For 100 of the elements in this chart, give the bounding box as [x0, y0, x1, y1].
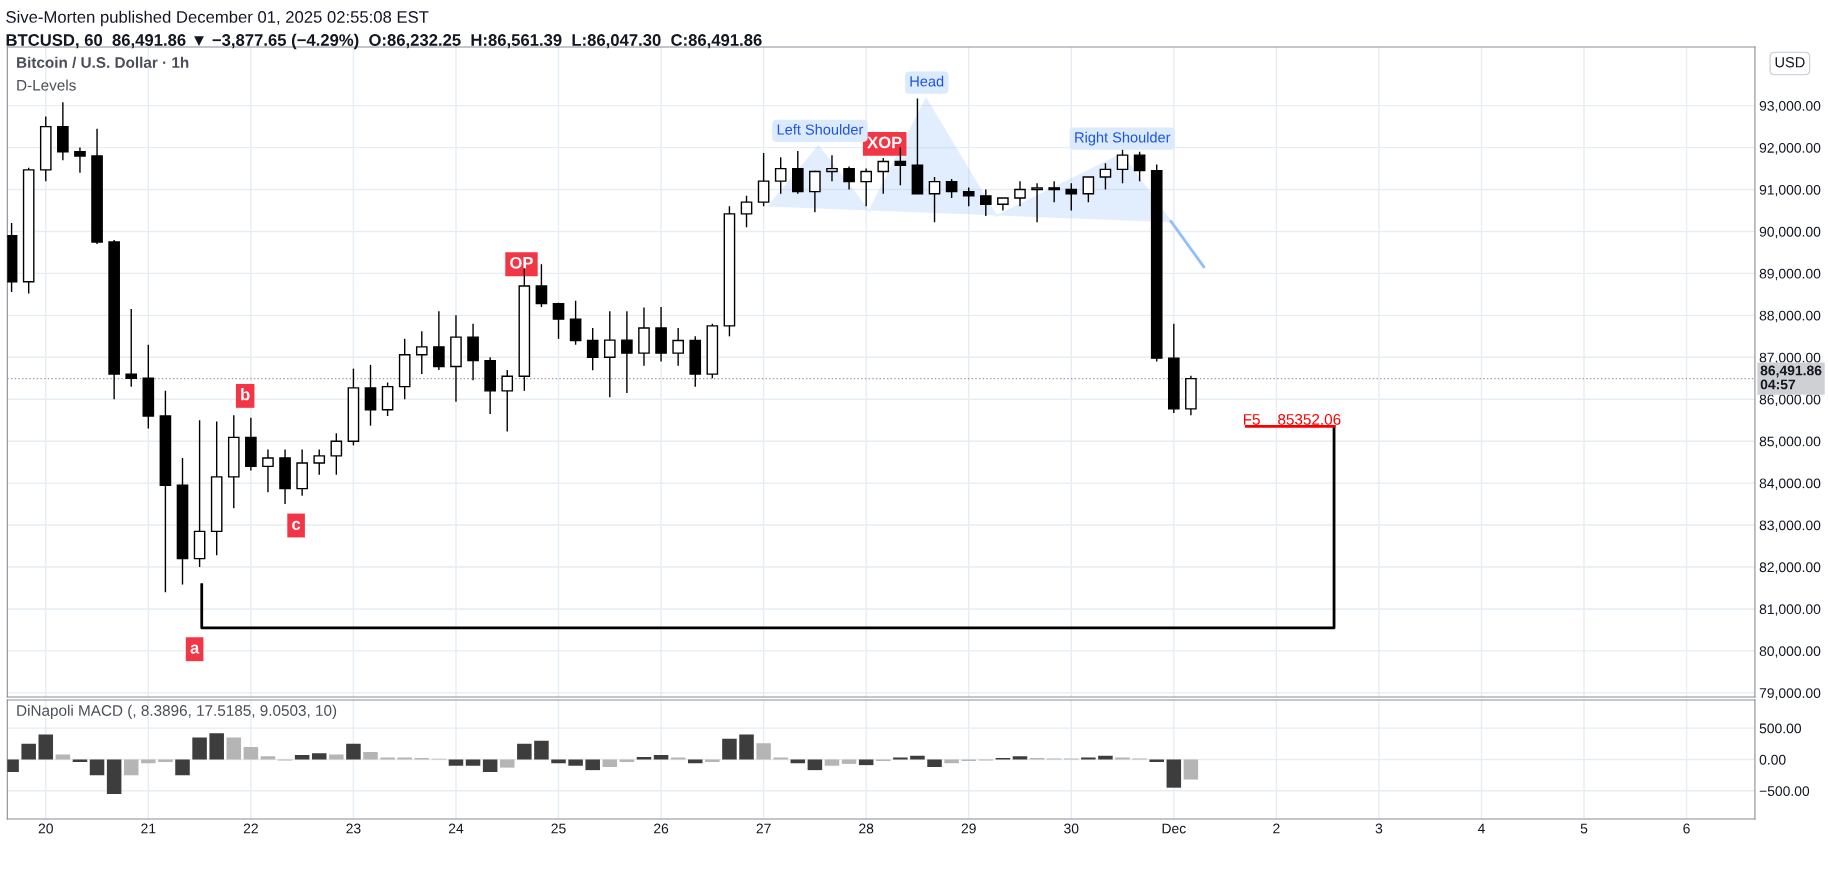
candlestick — [433, 310, 445, 371]
bar — [21, 743, 36, 760]
bar — [499, 759, 515, 768]
x-tick-label: 3 — [1375, 823, 1383, 834]
bar — [89, 759, 105, 776]
bar — [226, 737, 242, 760]
candlestick — [757, 152, 770, 208]
bar — [687, 759, 703, 764]
bar — [158, 759, 173, 762]
candlestick — [928, 176, 941, 223]
annotation: OP — [510, 256, 533, 269]
x-tick-label: 4 — [1477, 823, 1485, 834]
bar — [739, 734, 754, 760]
candlestick — [621, 310, 633, 394]
x-tick-label: 20 — [38, 823, 53, 834]
candlestick — [1014, 180, 1026, 208]
candlestick — [672, 327, 684, 367]
bar — [517, 743, 532, 760]
candlestick — [979, 188, 992, 217]
bar — [602, 759, 618, 767]
x-tick-label: 26 — [654, 823, 669, 834]
bar — [790, 759, 806, 764]
bar — [55, 754, 71, 760]
annotation: F5 — [1243, 414, 1260, 425]
y-tick-label: 81,000.00 — [1759, 604, 1821, 616]
x-tick-label: 22 — [243, 823, 258, 834]
x-tick-label: 6 — [1683, 823, 1690, 834]
annotation: a — [190, 644, 200, 654]
annotation: 85352.06 — [1278, 414, 1341, 425]
candlestick — [809, 169, 821, 213]
candlestick — [843, 165, 855, 191]
candlestick — [125, 308, 138, 388]
candlestick — [740, 195, 753, 228]
bar — [1012, 756, 1028, 760]
candlestick — [586, 327, 599, 372]
x-tick-label: 23 — [346, 823, 361, 834]
candlestick — [1048, 180, 1060, 203]
bar — [363, 751, 378, 760]
candlestick — [945, 178, 958, 199]
annotation: c — [292, 520, 301, 530]
annotation: XOP — [867, 136, 902, 149]
y-tick-label: 83,000.00 — [1759, 520, 1821, 532]
y-tick-label: 92,000.00 — [1759, 142, 1821, 155]
candlestick — [1116, 148, 1129, 184]
bar — [123, 759, 139, 776]
x-tick-label: 27 — [756, 823, 771, 834]
y-tick-label: 88,000.00 — [1759, 310, 1821, 323]
chart-title: DiNapoli MACD (, 8.3896, 17.5185, 9.0503, 10) — [17, 704, 337, 719]
y-tick-label: 0.00 — [1759, 754, 1786, 765]
bar — [448, 759, 464, 766]
bar — [209, 733, 224, 760]
candlestick — [1099, 162, 1112, 191]
chart-title: Sive-Morten published December 01, 2025 02:55:08 EST — [6, 10, 429, 27]
x-tick-label: 2 — [1273, 823, 1280, 834]
bar — [346, 743, 361, 760]
bar — [243, 746, 259, 760]
x-tick-label: 29 — [961, 823, 976, 834]
candlestick — [774, 156, 787, 195]
candlestick — [381, 381, 394, 417]
bar — [568, 759, 583, 766]
candlestick — [826, 154, 838, 182]
x-tick-label: 21 — [141, 823, 156, 834]
bar — [141, 759, 156, 764]
y-tick-label: 82,000.00 — [1759, 562, 1821, 574]
annotation: b — [241, 388, 250, 401]
bar — [311, 753, 327, 760]
candlestick — [535, 263, 548, 308]
candlestick — [330, 432, 343, 476]
y-tick-label: 500.00 — [1759, 723, 1802, 734]
candlestick — [467, 323, 479, 382]
candlestick — [860, 167, 872, 208]
bar — [1183, 759, 1199, 780]
bar — [756, 743, 771, 760]
annotation: Head — [910, 75, 944, 87]
candlestick — [74, 146, 86, 174]
y-tick-label: 80,000.00 — [1759, 646, 1821, 658]
y-tick-label: 84,000.00 — [1759, 478, 1821, 490]
x-tick-label: Dec — [1162, 823, 1186, 834]
candlestick — [1031, 182, 1043, 223]
candlestick — [1082, 176, 1095, 203]
bar — [944, 759, 959, 764]
bar — [465, 759, 481, 766]
bar — [72, 759, 88, 762]
bar — [106, 759, 122, 794]
bar — [551, 759, 566, 764]
annotation: Bitcoin / U.S. Dollar · 1h — [17, 56, 189, 69]
candlestick — [552, 302, 565, 340]
ref-line-label: 86,491.86 04:57 — [1760, 365, 1822, 390]
x-tick-label: 25 — [551, 823, 566, 834]
y-tick-label: 90,000.00 — [1759, 226, 1821, 239]
candlestick — [364, 364, 377, 427]
bar — [329, 754, 344, 760]
y-tick-label: 93,000.00 — [1759, 101, 1821, 113]
bar — [534, 740, 549, 760]
y-tick-label: 91,000.00 — [1759, 184, 1821, 197]
x-tick-label: 28 — [859, 823, 874, 834]
bar — [619, 759, 635, 762]
candlestick — [603, 310, 616, 398]
candlestick — [1133, 151, 1146, 182]
bar — [482, 759, 498, 773]
